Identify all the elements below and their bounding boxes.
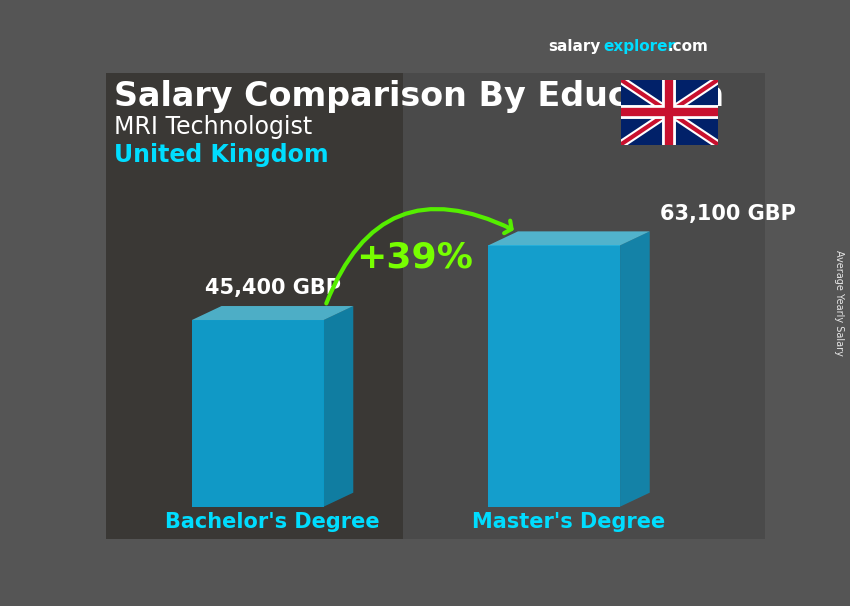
Text: 63,100 GBP: 63,100 GBP [660,204,796,224]
Polygon shape [106,73,403,539]
Text: MRI Technologist: MRI Technologist [114,115,313,139]
Text: +39%: +39% [356,240,473,274]
Polygon shape [324,306,354,507]
Text: .com: .com [667,39,708,55]
Polygon shape [620,231,649,507]
Text: Salary Comparison By Education: Salary Comparison By Education [114,80,724,113]
Text: explorer: explorer [604,39,676,55]
Text: Bachelor's Degree: Bachelor's Degree [165,512,380,532]
Polygon shape [192,320,324,507]
Polygon shape [488,245,620,507]
Polygon shape [488,231,649,245]
Text: Master's Degree: Master's Degree [473,512,666,532]
Polygon shape [192,306,354,320]
Polygon shape [620,79,718,145]
Text: Average Yearly Salary: Average Yearly Salary [834,250,844,356]
Text: salary: salary [548,39,601,55]
Polygon shape [403,73,765,539]
Text: 45,400 GBP: 45,400 GBP [205,278,341,298]
Text: United Kingdom: United Kingdom [114,142,329,167]
